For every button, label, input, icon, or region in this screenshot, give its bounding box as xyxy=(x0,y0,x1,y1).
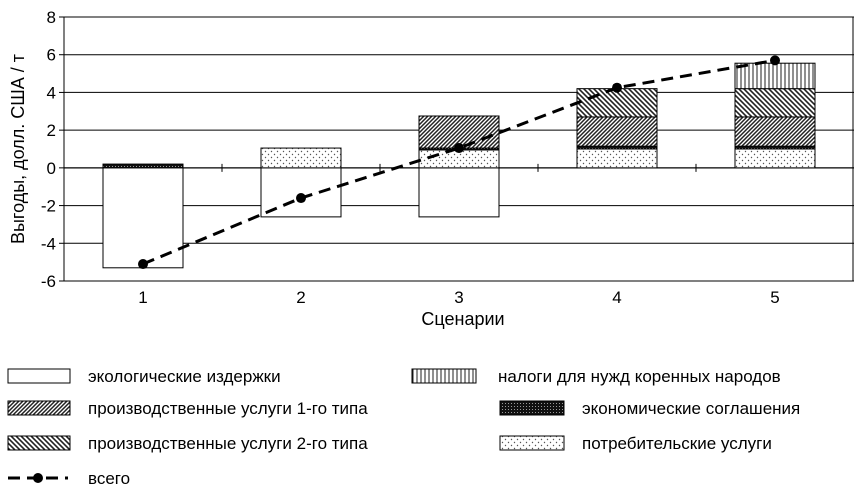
total-point xyxy=(138,259,148,270)
legend-swatch-prod2 xyxy=(7,435,71,451)
y-tick-label: 8 xyxy=(47,8,56,27)
legend-swatch-prod1 xyxy=(7,400,71,416)
legend-label-agree: экономические соглашения xyxy=(582,399,800,418)
x-tick-label: 5 xyxy=(770,288,779,307)
legend: экологические издержки налоги для нужд ко… xyxy=(7,367,800,488)
bar-segment-cons xyxy=(734,148,816,169)
bar-segment-tax xyxy=(734,62,816,90)
plot-frame xyxy=(63,16,854,282)
x-tick-label: 1 xyxy=(138,288,147,307)
y-tick-label: 0 xyxy=(47,159,56,178)
x-tick-label: 3 xyxy=(454,288,463,307)
legend-label-prod1: производственные услуги 1-го типа xyxy=(88,399,368,418)
bar-segment-prod2 xyxy=(576,88,658,118)
y-axis-title: Выгоды, долл. США / т xyxy=(8,54,28,244)
total-line xyxy=(142,58,776,266)
bar-segment-cons xyxy=(260,147,342,169)
total-point xyxy=(454,143,464,154)
bar-segment-prod1 xyxy=(576,116,658,147)
legend-swatch-tax xyxy=(411,368,477,384)
legend-label-eco: экологические издержки xyxy=(88,367,281,386)
y-tick-label: 6 xyxy=(47,46,56,65)
bar-segment-eco xyxy=(102,167,184,269)
legend-label-tax: налоги для нужд коренных народов xyxy=(498,367,781,386)
y-tick-label: 4 xyxy=(47,83,56,102)
total-point xyxy=(612,82,622,93)
legend-label-total: всего xyxy=(88,469,130,488)
legend-marker-total xyxy=(33,473,43,483)
x-axis-title: Сценарии xyxy=(421,309,504,329)
bar-segment-prod2 xyxy=(734,88,816,118)
legend-swatch-agree xyxy=(499,400,565,416)
bar-segment-prod1 xyxy=(734,116,816,147)
legend-swatch-cons xyxy=(499,435,565,451)
legend-label-cons: потребительские услуги xyxy=(582,434,772,453)
y-tick-label: -2 xyxy=(41,197,56,216)
y-tick-label: -4 xyxy=(41,234,56,253)
plot-area: -6 -4 -2 0 2 4 6 8 1 2 3 4 5 Сценарии Выгоды, долл. СШ… xyxy=(8,8,854,329)
bar-segment-agree xyxy=(102,163,184,169)
x-tick-label: 4 xyxy=(612,288,621,307)
total-point xyxy=(770,55,780,66)
y-tick-label: -6 xyxy=(41,272,56,291)
legend-label-prod2: производственные услуги 2-го типа xyxy=(88,434,368,453)
bar-segment-eco xyxy=(418,167,500,218)
legend-swatch-eco xyxy=(7,368,71,384)
y-tick-label: 2 xyxy=(47,121,56,140)
bar-segment-cons xyxy=(576,148,658,169)
x-tick-label: 2 xyxy=(296,288,305,307)
total-point xyxy=(296,193,306,204)
